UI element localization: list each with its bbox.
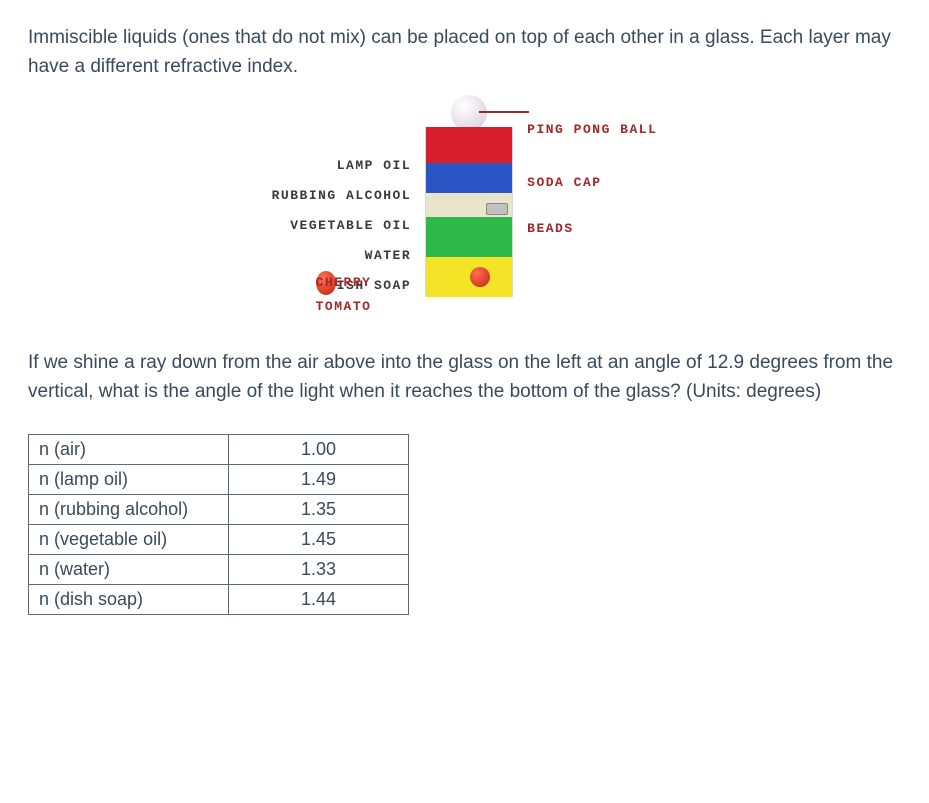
table-cell-value: 1.49 — [229, 465, 409, 495]
label-lamp-oil: LAMP OIL — [337, 151, 411, 181]
label-vegetable-oil: VEGETABLE OIL — [290, 211, 411, 241]
table-cell-value: 1.00 — [229, 435, 409, 465]
label-water: WATER — [365, 241, 412, 271]
soda-cap-icon — [486, 203, 508, 215]
table-cell-label: n (lamp oil) — [29, 465, 229, 495]
table-row: n (dish soap)1.44 — [29, 585, 409, 615]
diagram-container: LAMP OIL RUBBING ALCOHOL VEGETABLE OIL W… — [28, 109, 901, 309]
intro-paragraph: Immiscible liquids (ones that do not mix… — [28, 24, 901, 81]
table-row: n (water)1.33 — [29, 555, 409, 585]
right-labels: PING PONG BALL SODA CAP BEADS CHERRY TOM… — [527, 109, 657, 241]
question-paragraph: If we shine a ray down from the air abov… — [28, 349, 901, 406]
refractive-index-table: n (air)1.00n (lamp oil)1.49n (rubbing al… — [28, 434, 409, 615]
table-cell-value: 1.35 — [229, 495, 409, 525]
glass-column — [419, 109, 519, 309]
label-beads: BEADS — [527, 217, 574, 241]
label-soda-cap: SODA CAP — [527, 171, 601, 195]
pong-leader-line — [479, 111, 529, 113]
table-cell-label: n (water) — [29, 555, 229, 585]
layer-dish-soap — [426, 257, 512, 297]
layer-rubbing-alcohol — [426, 163, 512, 193]
table-cell-label: n (air) — [29, 435, 229, 465]
table-row: n (vegetable oil)1.45 — [29, 525, 409, 555]
table-row: n (air)1.00 — [29, 435, 409, 465]
table-cell-value: 1.45 — [229, 525, 409, 555]
left-labels: LAMP OIL RUBBING ALCOHOL VEGETABLE OIL W… — [272, 109, 412, 301]
label-cherry-tomato: CHERRY TOMATO — [316, 271, 336, 295]
table-row: n (rubbing alcohol)1.35 — [29, 495, 409, 525]
ping-pong-ball-icon — [451, 95, 487, 131]
glass — [425, 127, 513, 297]
layer-water — [426, 217, 512, 257]
table-cell-value: 1.44 — [229, 585, 409, 615]
table-cell-label: n (dish soap) — [29, 585, 229, 615]
table-cell-label: n (rubbing alcohol) — [29, 495, 229, 525]
label-rubbing-alcohol: RUBBING ALCOHOL — [272, 181, 412, 211]
table-cell-label: n (vegetable oil) — [29, 525, 229, 555]
table-cell-value: 1.33 — [229, 555, 409, 585]
label-ping-pong: PING PONG BALL — [527, 113, 657, 147]
layer-lamp-oil — [426, 127, 512, 163]
table-row: n (lamp oil)1.49 — [29, 465, 409, 495]
